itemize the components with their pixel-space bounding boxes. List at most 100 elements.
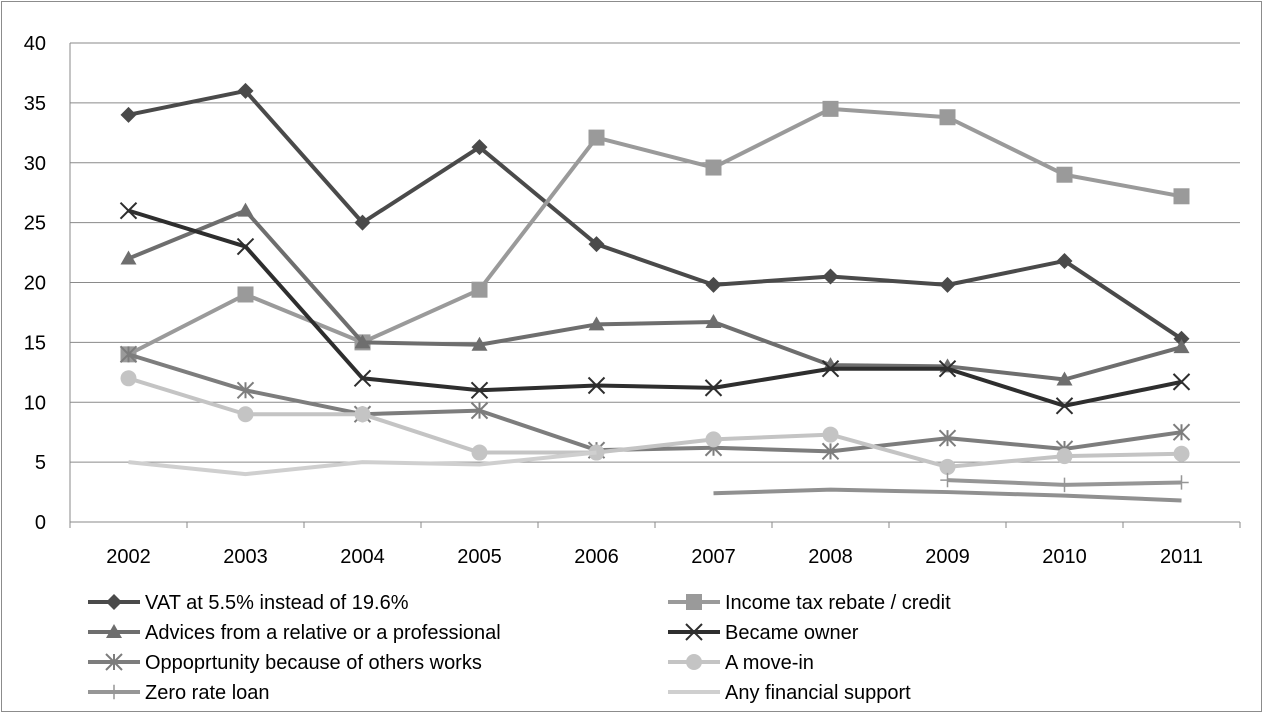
data-point bbox=[1056, 252, 1073, 269]
data-point bbox=[822, 268, 839, 285]
legend-label: Became owner bbox=[725, 622, 859, 644]
series-8 bbox=[713, 487, 1182, 503]
data-point bbox=[236, 237, 255, 256]
legend-item: A move-in bbox=[668, 652, 814, 674]
data-point bbox=[705, 276, 722, 293]
legend-label: Any financial support bbox=[725, 682, 911, 704]
x-tick-label: 2011 bbox=[1160, 546, 1203, 568]
y-tick-label: 5 bbox=[35, 452, 46, 474]
data-point bbox=[471, 281, 488, 298]
legend-item: Income tax rebate / credit bbox=[668, 592, 951, 614]
data-point bbox=[354, 334, 371, 349]
y-tick-label: 30 bbox=[24, 153, 46, 175]
series-line bbox=[127, 376, 1182, 469]
data-point bbox=[822, 100, 839, 117]
data-point bbox=[237, 202, 254, 217]
data-point bbox=[470, 401, 489, 420]
data-point bbox=[938, 360, 957, 378]
data-point bbox=[471, 139, 488, 156]
data-point bbox=[1174, 475, 1189, 490]
series-lines bbox=[119, 82, 1191, 503]
x-tick-label: 2005 bbox=[457, 546, 502, 568]
y-tick-label: 20 bbox=[24, 273, 46, 295]
axes: 0 5 10 15 20 25 30 35 40 2002 2003 2004 2005 2006 2007… bbox=[24, 33, 1241, 568]
x-tick-label: 2008 bbox=[808, 546, 853, 568]
series-7 bbox=[128, 450, 597, 477]
legend-item: VAT at 5.5% instead of 19.6% bbox=[88, 592, 409, 614]
x-tick-label: 2010 bbox=[1042, 546, 1087, 568]
series-line bbox=[128, 88, 1183, 341]
series-line bbox=[713, 487, 1182, 503]
data-point bbox=[1173, 188, 1190, 205]
series-line bbox=[127, 208, 1183, 382]
data-point bbox=[704, 379, 723, 397]
legend-item: Advices from a relative or a professiona… bbox=[88, 622, 501, 644]
y-tick-label: 0 bbox=[35, 512, 46, 534]
legend-label: Oppoprtunity because of others works bbox=[145, 652, 482, 674]
square-marker bbox=[686, 594, 702, 610]
y-tick-label: 10 bbox=[24, 392, 46, 414]
data-point bbox=[1172, 373, 1191, 391]
triangle-marker bbox=[106, 624, 122, 638]
series-line bbox=[127, 106, 1182, 357]
series-line bbox=[128, 450, 597, 477]
series-5 bbox=[120, 370, 1190, 475]
legend-item: Became owner bbox=[668, 622, 859, 644]
data-point bbox=[120, 106, 137, 123]
data-point bbox=[705, 314, 722, 329]
data-point bbox=[588, 316, 605, 331]
data-point bbox=[1173, 445, 1190, 462]
data-point bbox=[354, 214, 371, 231]
data-point bbox=[119, 345, 138, 364]
y-tick-label: 25 bbox=[24, 213, 46, 235]
data-point bbox=[588, 129, 605, 146]
x-tick-label: 2004 bbox=[340, 546, 385, 568]
data-point bbox=[939, 458, 956, 475]
data-point bbox=[705, 431, 722, 448]
data-point bbox=[939, 276, 956, 293]
data-point bbox=[938, 429, 957, 447]
data-point bbox=[821, 360, 840, 378]
legend-label: VAT at 5.5% instead of 19.6% bbox=[145, 592, 409, 614]
data-point bbox=[354, 406, 371, 423]
data-point bbox=[119, 201, 138, 220]
x-tick-label: 2003 bbox=[223, 546, 268, 568]
circle-marker bbox=[686, 654, 702, 670]
series-6 bbox=[940, 472, 1189, 493]
legend-item: Any financial support bbox=[668, 682, 911, 704]
plus-marker bbox=[106, 684, 122, 700]
data-point bbox=[470, 381, 489, 399]
data-point bbox=[120, 250, 137, 265]
y-tick-label: 40 bbox=[24, 33, 46, 55]
data-point bbox=[822, 426, 839, 443]
data-point bbox=[1056, 166, 1073, 183]
legend-label: A move-in bbox=[725, 652, 814, 674]
data-point bbox=[587, 376, 606, 395]
data-point bbox=[1055, 397, 1074, 415]
data-point bbox=[353, 369, 372, 388]
x-tick-label: 2009 bbox=[925, 546, 970, 568]
legend-label: Zero rate loan bbox=[145, 682, 270, 704]
data-point bbox=[940, 472, 955, 488]
legend-label: Advices from a relative or a professiona… bbox=[145, 622, 501, 644]
x-marker bbox=[685, 623, 703, 641]
y-tick-label: 15 bbox=[24, 332, 46, 354]
series-2 bbox=[120, 202, 1190, 386]
series-line bbox=[127, 352, 1182, 454]
data-point bbox=[237, 286, 254, 303]
legend-item: Zero rate loan bbox=[88, 682, 270, 704]
series-3 bbox=[119, 201, 1191, 415]
x-tick-label: 2002 bbox=[106, 546, 151, 568]
data-point bbox=[471, 444, 488, 461]
y-tick-label: 35 bbox=[24, 93, 46, 115]
legend-item: Oppoprtunity because of others works bbox=[88, 652, 482, 674]
gridlines bbox=[70, 42, 1240, 463]
legend-label: Income tax rebate / credit bbox=[725, 592, 951, 614]
x-tick-label: 2006 bbox=[574, 546, 619, 568]
data-point bbox=[821, 442, 840, 461]
data-point bbox=[471, 336, 488, 351]
data-point bbox=[1056, 371, 1073, 386]
data-point bbox=[120, 370, 137, 387]
